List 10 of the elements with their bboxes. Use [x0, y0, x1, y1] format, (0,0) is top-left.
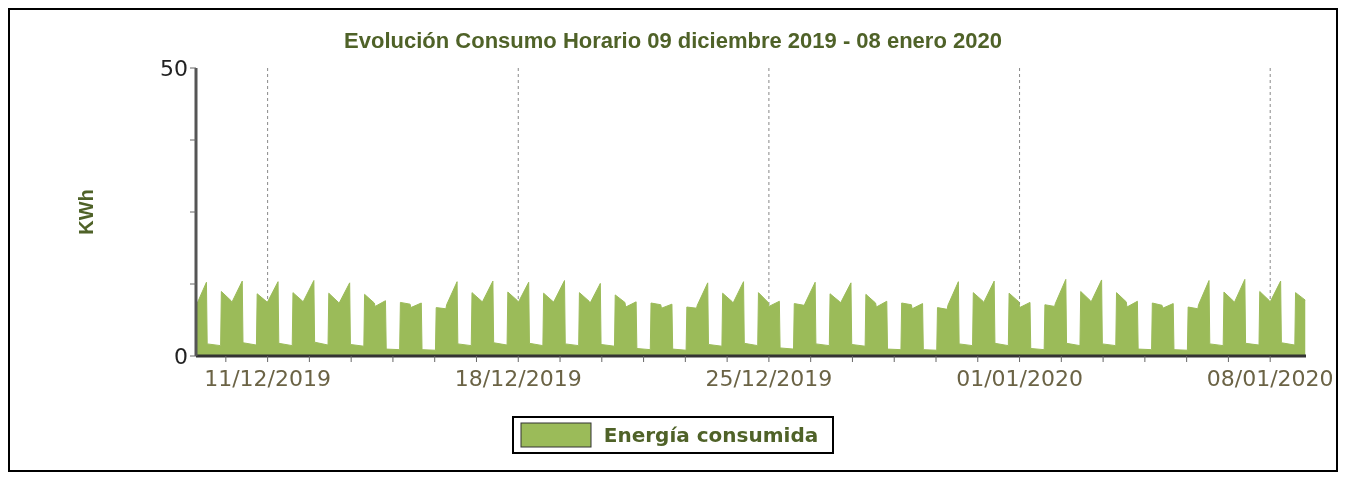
x-tick-label: 11/12/2019 [204, 365, 332, 391]
y-tick-label: 0 [174, 343, 188, 369]
legend-label: Energía consumida [603, 423, 819, 447]
y-tick-label: 50 [160, 55, 188, 81]
x-tick-label: 08/01/2020 [1206, 365, 1334, 391]
y-axis-title: KWh [75, 189, 98, 235]
x-tick-label: 01/01/2020 [956, 365, 1083, 391]
chart-title: Evolución Consumo Horario 09 diciembre 2019 - 08 enero 2020 [343, 28, 1003, 54]
x-tick-label: 18/12/2019 [454, 365, 582, 391]
x-tick-label: 25/12/2019 [705, 365, 833, 391]
